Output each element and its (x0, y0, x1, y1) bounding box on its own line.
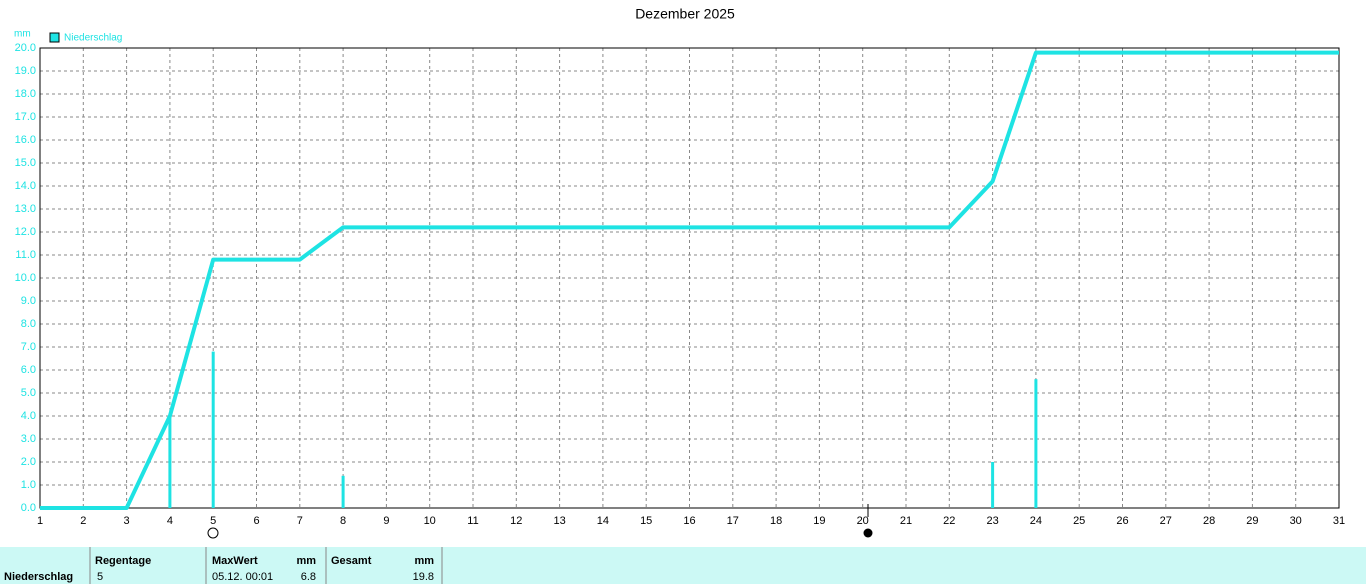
legend-label: Niederschlag (64, 33, 122, 44)
y-tick-label: 18.0 (15, 88, 36, 100)
x-tick-label: 21 (900, 515, 912, 527)
x-tick-label: 20 (857, 515, 869, 527)
col-unit: mm (414, 555, 434, 567)
y-tick-label: 14.0 (15, 180, 36, 192)
x-tick-label: 15 (640, 515, 652, 527)
col-header: Regentage (95, 555, 151, 567)
plot: 0.01.02.03.04.05.06.07.08.09.010.011.012… (15, 42, 1346, 527)
y-tick-label: 5.0 (21, 387, 36, 399)
full-moon (207, 527, 219, 539)
cell: 5 (97, 571, 103, 583)
x-tick-label: 3 (124, 515, 130, 527)
y-tick-label: 10.0 (15, 272, 36, 284)
x-tick-label: 31 (1333, 515, 1345, 527)
y-tick-label: 20.0 (15, 42, 36, 54)
x-tick-label: 5 (210, 515, 216, 527)
x-tick-label: 14 (597, 515, 609, 527)
y-tick-label: 13.0 (15, 203, 36, 215)
x-tick-label: 13 (553, 515, 565, 527)
y-tick-label: 12.0 (15, 226, 36, 238)
y-unit: mm (14, 29, 31, 40)
x-tick-label: 12 (510, 515, 522, 527)
x-tick-label: 8 (340, 515, 346, 527)
x-tick-label: 23 (986, 515, 998, 527)
line (40, 50, 1339, 510)
col-header: Gesamt (331, 555, 372, 567)
x-tick-label: 1 (37, 515, 43, 527)
chart-title: Dezember 2025 (635, 6, 735, 22)
y-tick-label: 16.0 (15, 134, 36, 146)
new-moon (863, 528, 873, 538)
plot-frame (39, 47, 1340, 509)
x-tick-label: 16 (683, 515, 695, 527)
x-tick-label: 29 (1246, 515, 1258, 527)
x-tick-label: 26 (1116, 515, 1128, 527)
x-tick-label: 9 (383, 515, 389, 527)
table-lines (89, 547, 443, 584)
y-tick-label: 2.0 (21, 456, 36, 468)
x-tick-label: 10 (424, 515, 436, 527)
bar (1034, 379, 1038, 508)
x-tick-label: 25 (1073, 515, 1085, 527)
table-bg (0, 547, 1366, 584)
x-tick-label: 28 (1203, 515, 1215, 527)
bar (991, 462, 995, 508)
cell: 6.8 (301, 571, 316, 583)
x-tick-label: 7 (297, 515, 303, 527)
y-tick-label: 19.0 (15, 65, 36, 77)
x-tick-label: 27 (1160, 515, 1172, 527)
x-tick-label: 18 (770, 515, 782, 527)
bar (211, 351, 215, 508)
x-tick-label: 6 (253, 515, 259, 527)
x-tick-label: 17 (727, 515, 739, 527)
y-tick-label: 17.0 (15, 111, 36, 123)
x-tick-label: 11 (467, 515, 478, 527)
col-header: MaxWert (212, 555, 258, 567)
bar (341, 475, 345, 508)
cell: 05.12. 00:01 (212, 571, 273, 583)
x-tick-label: 24 (1030, 515, 1042, 527)
y-tick-label: 0.0 (21, 502, 36, 514)
y-tick-label: 9.0 (21, 295, 36, 307)
y-tick-label: 15.0 (15, 157, 36, 169)
legend-swatch (49, 32, 60, 43)
x-tick-label: 19 (813, 515, 825, 527)
y-tick-label: 4.0 (21, 410, 36, 422)
row-label: Niederschlag (4, 571, 73, 583)
bar (168, 416, 172, 508)
x-tick-label: 30 (1290, 515, 1302, 527)
col-unit: mm (296, 555, 316, 567)
y-tick-label: 11.0 (15, 249, 36, 261)
y-tick-label: 6.0 (21, 364, 36, 376)
x-tick-label: 22 (943, 515, 955, 527)
x-tick-label: 2 (80, 515, 86, 527)
y-tick-label: 8.0 (21, 318, 36, 330)
cell: 19.8 (413, 571, 434, 583)
x-tick-label: 4 (167, 515, 173, 527)
y-tick-label: 3.0 (21, 433, 36, 445)
y-tick-label: 1.0 (21, 479, 36, 491)
y-tick-label: 7.0 (21, 341, 36, 353)
